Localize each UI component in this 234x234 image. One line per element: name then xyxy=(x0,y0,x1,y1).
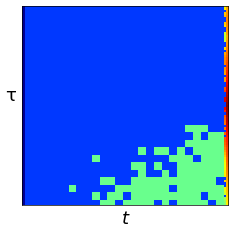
Y-axis label: τ: τ xyxy=(6,87,16,105)
X-axis label: t: t xyxy=(122,210,129,228)
